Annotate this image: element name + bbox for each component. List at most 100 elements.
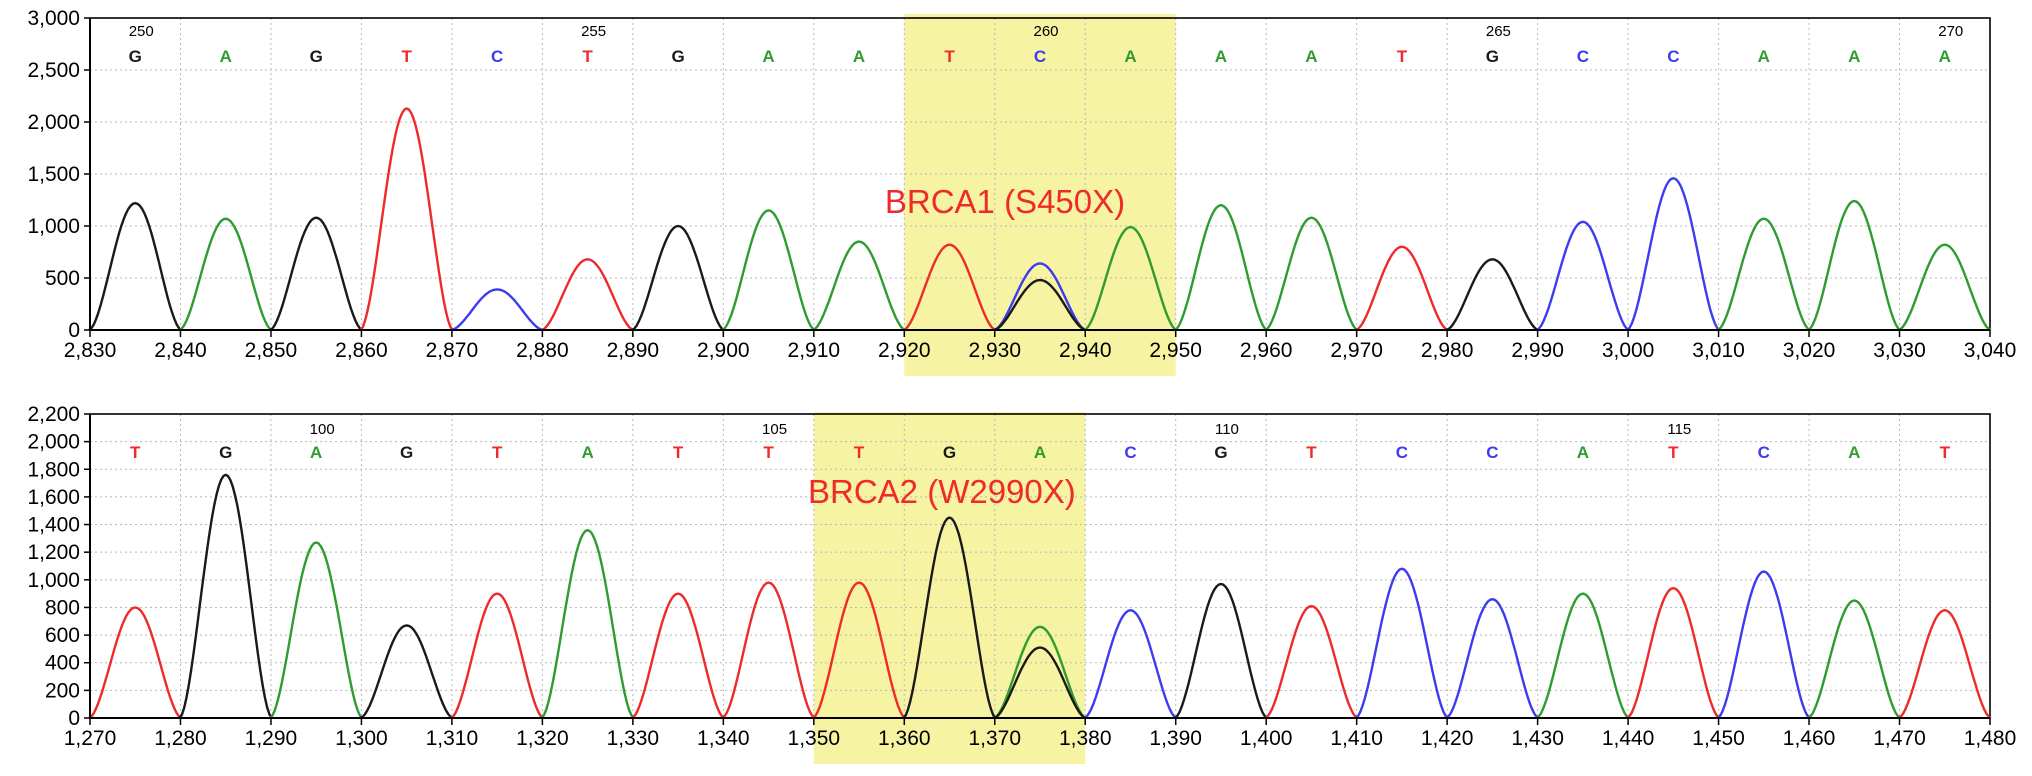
base-call-g: G [943, 443, 956, 462]
x-tick-label: 1,480 [1964, 727, 2017, 750]
base-call-g: G [310, 47, 323, 66]
base-call-t: T [492, 443, 503, 462]
base-call-t: T [401, 47, 412, 66]
y-tick-label: 0 [68, 319, 80, 342]
peak-c-1385 [1083, 609, 1178, 720]
x-tick-label: 1,380 [1059, 727, 1112, 750]
base-call-c: C [1124, 443, 1136, 462]
x-tick-label: 2,900 [697, 339, 750, 362]
peak-t-2865 [359, 107, 454, 331]
base-call-a: A [1758, 47, 1770, 66]
peak-t-1445 [1626, 586, 1721, 719]
base-call-a: A [220, 47, 232, 66]
x-tick-label: 1,290 [245, 727, 298, 750]
x-tick-label: 2,960 [1240, 339, 1293, 362]
peak-g-1285 [178, 473, 273, 719]
peak-g-1305 [359, 624, 454, 720]
peak-c-2935 [993, 262, 1087, 332]
y-tick-label: 0 [68, 707, 80, 730]
brca2-traces [88, 473, 1992, 720]
x-tick-label: 2,910 [788, 339, 841, 362]
base-call-c: C [1577, 47, 1589, 66]
brca2-highlight-band [813, 412, 1086, 764]
x-tick-label: 2,890 [607, 339, 660, 362]
sequence-position-label: 260 [1033, 23, 1058, 40]
brca2-mutation-annotation: BRCA2 (W2990X) [808, 473, 1076, 510]
peak-a-2945 [1083, 225, 1178, 332]
base-call-g: G [1486, 47, 1499, 66]
y-tick-label: 1,200 [27, 541, 80, 564]
peak-a-1325 [540, 528, 635, 719]
peak-t-2885 [541, 258, 635, 332]
peak-c-1455 [1716, 570, 1811, 719]
x-tick-label: 2,930 [968, 339, 1021, 362]
base-call-t: T [582, 47, 593, 66]
base-call-a: A [1305, 47, 1317, 66]
base-call-a: A [1848, 47, 1860, 66]
peak-a-1295 [269, 541, 364, 719]
base-call-a: A [853, 47, 865, 66]
y-tick-label: 500 [45, 267, 80, 290]
y-tick-label: 2,200 [27, 403, 80, 426]
y-tick-label: 3,000 [27, 7, 80, 30]
brca1-chromatogram-panel: 2,830 2,840 2,850 2,860 2,870 2,880 2,890 2,900… [27, 7, 2016, 376]
x-tick-label: 1,420 [1421, 727, 1474, 750]
x-tick-label: 2,870 [426, 339, 479, 362]
base-call-t: T [1306, 443, 1317, 462]
sequence-position-label: 265 [1486, 23, 1511, 40]
peak-a-2845 [178, 217, 273, 332]
peak-g-1365 [902, 516, 997, 719]
base-call-c: C [1486, 443, 1498, 462]
y-tick-label: 1,000 [27, 569, 80, 592]
peak-a-3015 [1717, 217, 1811, 332]
peak-g-1395 [1174, 582, 1268, 719]
base-call-a: A [1939, 47, 1951, 66]
peak-t-1335 [631, 592, 725, 719]
x-tick-label: 1,340 [697, 727, 750, 750]
x-tick-label: 1,390 [1149, 727, 1202, 750]
peak-t-2925 [902, 243, 997, 332]
peak-c-1415 [1355, 567, 1449, 719]
peak-t-1315 [450, 592, 544, 719]
x-tick-label: 2,950 [1149, 339, 1202, 362]
base-call-g: G [129, 47, 142, 66]
x-tick-label: 1,400 [1240, 727, 1293, 750]
x-tick-label: 2,860 [335, 339, 388, 362]
base-call-a: A [1577, 443, 1589, 462]
sequence-position-label: 105 [762, 421, 787, 438]
base-call-a: A [1034, 443, 1046, 462]
base-call-c: C [1396, 443, 1408, 462]
base-call-g: G [1214, 443, 1227, 462]
x-tick-label: 2,830 [64, 339, 117, 362]
peak-c-3005 [1626, 177, 1721, 331]
peak-c-1425 [1445, 598, 1540, 719]
x-tick-label: 1,470 [1873, 727, 1926, 750]
x-tick-label: 2,840 [154, 339, 207, 362]
x-tick-label: 1,450 [1692, 727, 1745, 750]
peak-t-1405 [1264, 604, 1359, 720]
base-call-t: T [944, 47, 955, 66]
y-tick-label: 1,400 [27, 514, 80, 537]
x-tick-label: 2,880 [516, 339, 569, 362]
x-tick-label: 2,980 [1421, 339, 1474, 362]
x-tick-label: 2,940 [1059, 339, 1112, 362]
base-call-g: G [671, 47, 684, 66]
peak-t-1355 [812, 581, 906, 719]
x-tick-label: 1,410 [1330, 727, 1383, 750]
peak-a-2915 [812, 240, 906, 332]
peak-t-1475 [1897, 609, 1992, 720]
sequence-position-label: 100 [310, 421, 335, 438]
x-tick-label: 1,320 [516, 727, 569, 750]
base-call-a: A [310, 443, 322, 462]
x-tick-label: 3,010 [1692, 339, 1745, 362]
y-tick-label: 1,000 [27, 215, 80, 238]
peak-a-1465 [1807, 599, 1902, 719]
peak-g-2895 [631, 224, 725, 332]
base-call-t: T [1940, 443, 1951, 462]
base-call-a: A [581, 443, 593, 462]
peak-t-2975 [1355, 245, 1449, 332]
peak-g-2935 [993, 278, 1087, 332]
base-call-a: A [1848, 443, 1860, 462]
x-tick-label: 3,030 [1873, 339, 1926, 362]
brca1-mutation-annotation: BRCA1 (S450X) [885, 183, 1125, 220]
